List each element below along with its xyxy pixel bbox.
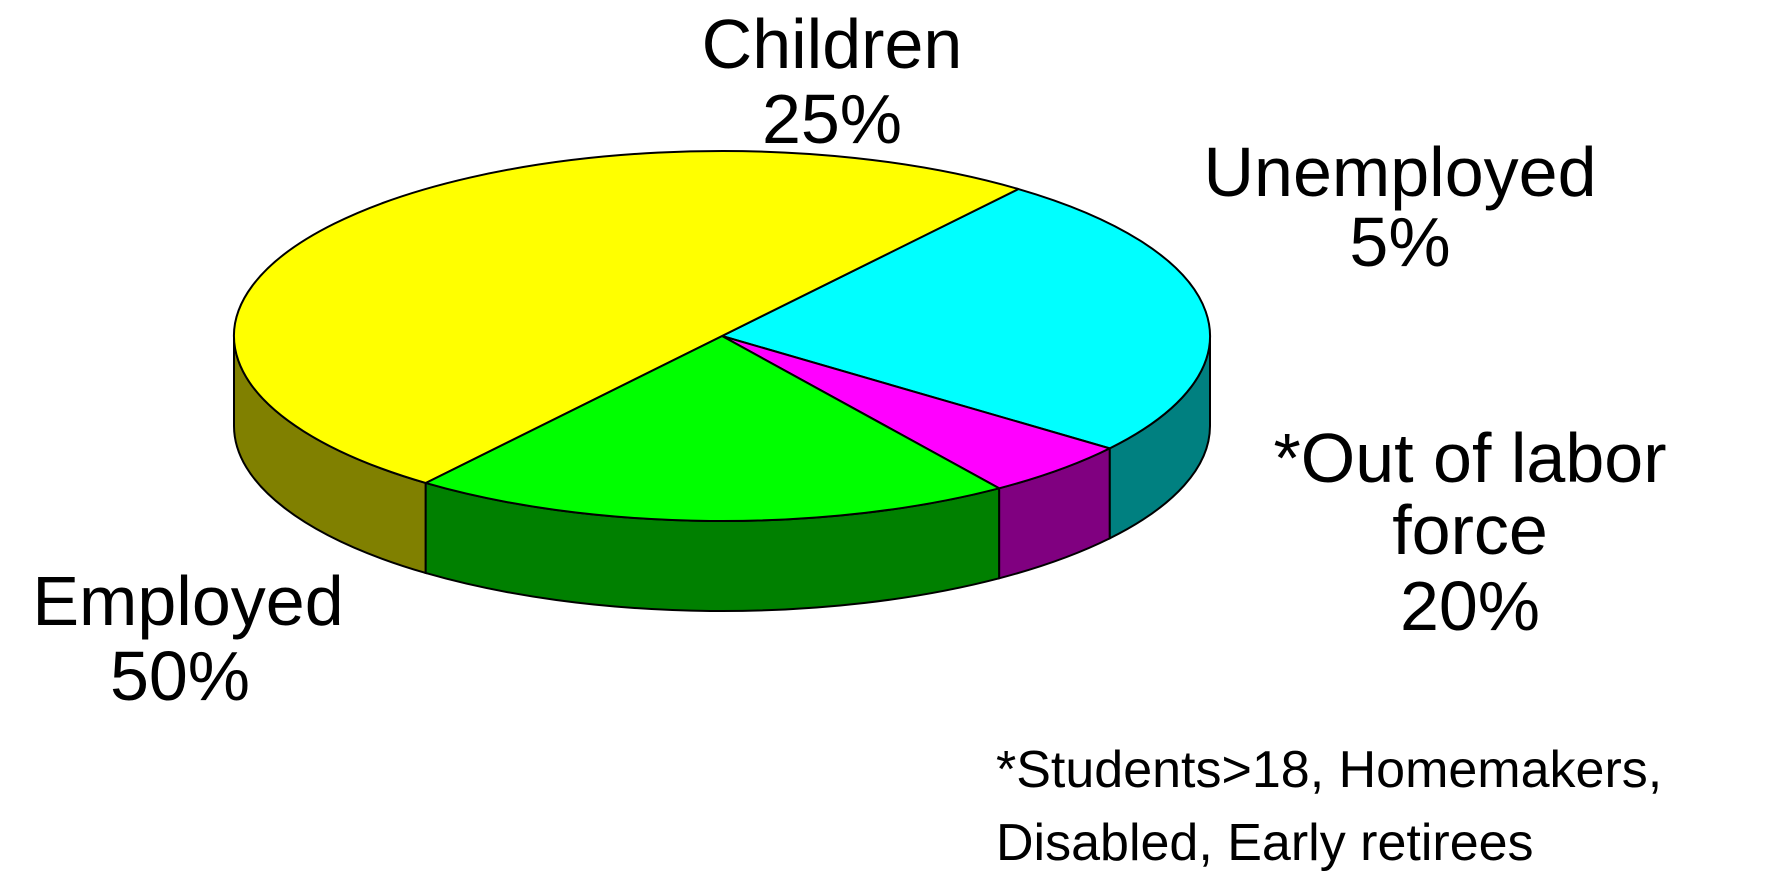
label-out-of-labor-percent: 20% (1400, 567, 1540, 645)
label-children-name: Children (702, 5, 963, 83)
label-employed-percent: 50% (110, 637, 250, 715)
pie-slice-employed (233, 150, 1020, 484)
label-employed-name: Employed (32, 562, 343, 640)
pie-slice-children (721, 188, 1211, 450)
label-out-of-labor-name-line1: *Out of labor (1274, 419, 1667, 497)
pie-slice-out-of-labor-force (424, 335, 1001, 522)
footnote-line1: *Students>18, Homemakers, (996, 741, 1662, 799)
pie-slice-unemployed (721, 335, 1111, 490)
label-children-percent: 25% (762, 80, 902, 158)
label-out-of-labor-name-line2: force (1392, 491, 1548, 569)
footnote-line2: Disabled, Early retirees (996, 814, 1534, 872)
label-unemployed-name: Unemployed (1204, 133, 1597, 211)
label-unemployed-percent: 5% (1349, 203, 1450, 281)
pie-group (233, 150, 1211, 612)
